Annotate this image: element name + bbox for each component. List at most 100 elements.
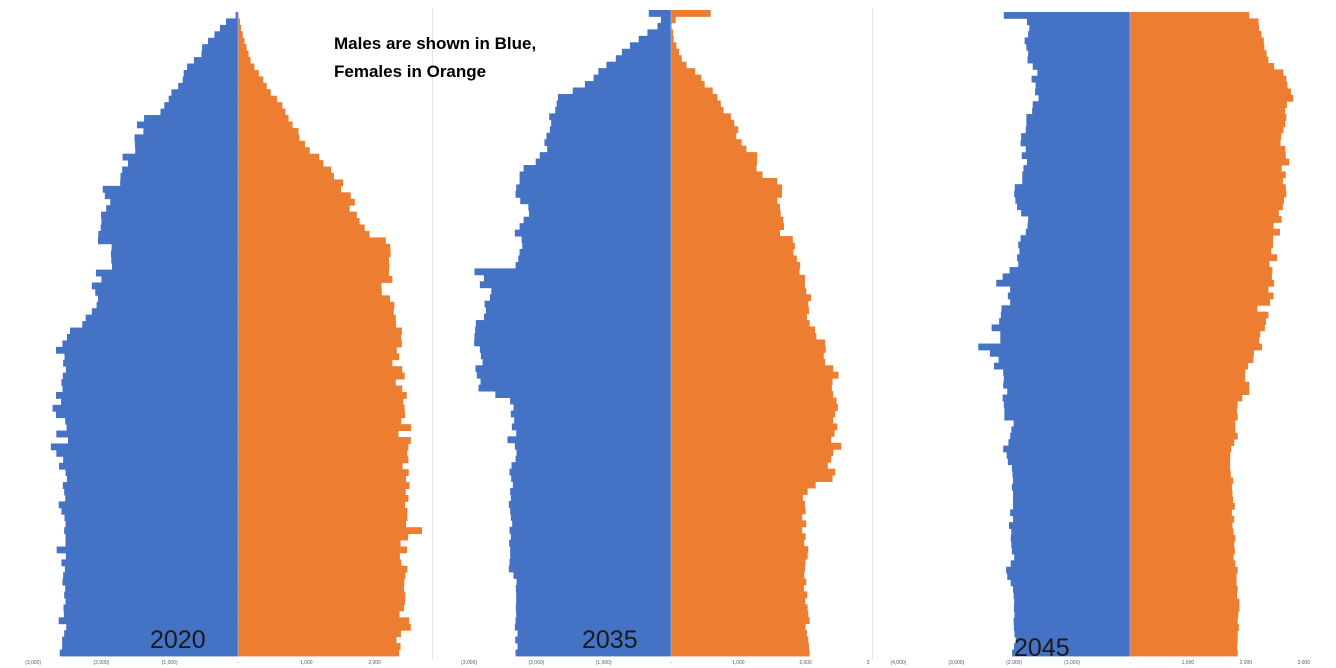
male-bar <box>64 514 239 522</box>
female-bar <box>1130 343 1263 351</box>
female-bar <box>238 327 402 335</box>
female-bar <box>671 106 724 114</box>
male-bar <box>1017 254 1130 262</box>
male-bar <box>98 230 238 238</box>
male-bar <box>514 623 671 631</box>
male-bar <box>62 372 239 380</box>
female-bar <box>1130 464 1231 472</box>
male-bar <box>1015 636 1130 644</box>
male-bar <box>55 346 239 354</box>
male-bar <box>65 585 238 592</box>
female-bar <box>671 93 718 101</box>
male-bar <box>512 520 671 528</box>
male-bar <box>1021 152 1130 160</box>
male-bar <box>91 282 238 290</box>
male-bar <box>512 481 671 489</box>
female-bar <box>671 158 758 166</box>
male-bar <box>515 636 671 644</box>
female-bar <box>671 236 793 243</box>
male-bar <box>63 359 239 367</box>
female-bar <box>238 308 394 316</box>
male-bar <box>1007 458 1130 466</box>
male-bar <box>521 236 671 243</box>
male-bar <box>483 313 671 321</box>
female-bar <box>238 552 400 560</box>
male-bar <box>1014 630 1130 638</box>
male-bar <box>1004 413 1130 421</box>
female-bar <box>238 198 355 206</box>
male-bar <box>539 152 671 159</box>
female-bar <box>238 160 324 167</box>
male-bar <box>183 69 238 77</box>
male-bar <box>513 572 671 579</box>
male-bar <box>584 81 671 88</box>
male-bar <box>1011 426 1130 434</box>
female-bar <box>1130 611 1239 619</box>
female-bar <box>1130 133 1282 140</box>
male-bar <box>1008 439 1130 446</box>
female-bar <box>671 171 763 179</box>
male-bar <box>523 216 671 224</box>
female-bar <box>1130 298 1271 306</box>
male-bar <box>480 352 671 360</box>
male-bar <box>63 456 239 464</box>
female-bar <box>1130 94 1294 102</box>
female-bar <box>671 339 826 347</box>
male-bar <box>1002 273 1130 281</box>
male-bar <box>991 324 1130 332</box>
female-bar <box>1130 490 1233 497</box>
male-bar <box>193 57 238 64</box>
female-bar <box>1130 267 1273 274</box>
female-bar <box>1130 196 1285 204</box>
x-tick-label: 2,000 <box>1240 660 1253 666</box>
x-tick-label: (4,000) <box>890 660 906 666</box>
male-bar <box>202 44 238 52</box>
x-tick-label: - <box>1129 660 1131 666</box>
male-bar <box>1022 171 1130 179</box>
female-bar <box>671 539 805 547</box>
male-bar <box>1000 330 1130 338</box>
male-bar <box>1013 502 1130 510</box>
female-bar <box>1130 139 1281 147</box>
female-bar <box>238 127 299 135</box>
female-bar <box>671 87 713 95</box>
male-bar <box>101 218 239 225</box>
female-bar <box>671 565 805 573</box>
male-bar <box>1028 31 1130 38</box>
female-bar <box>238 295 390 303</box>
male-bar <box>1010 579 1130 587</box>
male-bar <box>479 345 671 353</box>
male-bar <box>1004 407 1130 415</box>
male-bar <box>52 404 238 412</box>
female-bar <box>238 514 408 522</box>
female-bar <box>238 321 397 328</box>
female-bar <box>238 179 344 187</box>
male-bar <box>1020 235 1130 242</box>
female-bar <box>671 242 795 250</box>
female-bar <box>238 108 286 116</box>
female-bar <box>238 430 399 438</box>
male-bar <box>182 76 238 84</box>
male-bar <box>65 552 238 560</box>
male-bar <box>111 243 238 251</box>
male-bar <box>97 237 239 245</box>
female-bar <box>238 346 397 354</box>
male-bar <box>64 630 239 638</box>
male-bar <box>511 475 671 482</box>
female-bar <box>238 424 412 431</box>
male-bar <box>62 340 238 348</box>
male-bar <box>519 249 671 256</box>
female-bar <box>1130 375 1246 383</box>
male-bar <box>1035 88 1130 96</box>
male-bar <box>110 198 238 206</box>
female-bar <box>238 237 386 245</box>
male-bar <box>1003 445 1130 453</box>
male-bar <box>1027 56 1130 64</box>
male-bar <box>660 16 672 24</box>
x-tick-label: - <box>237 660 239 666</box>
female-bar <box>1130 369 1246 376</box>
male-bar <box>1013 585 1130 593</box>
male-bar <box>478 384 671 392</box>
male-bar <box>519 177 671 185</box>
female-bar <box>238 507 408 515</box>
